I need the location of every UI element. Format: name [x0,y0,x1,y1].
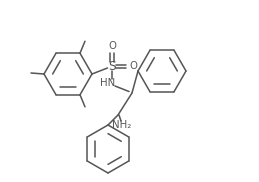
Text: O: O [108,41,116,51]
Text: S: S [108,60,116,72]
Text: HN: HN [100,78,116,88]
Text: O: O [129,61,137,71]
Text: NH₂: NH₂ [112,120,132,130]
